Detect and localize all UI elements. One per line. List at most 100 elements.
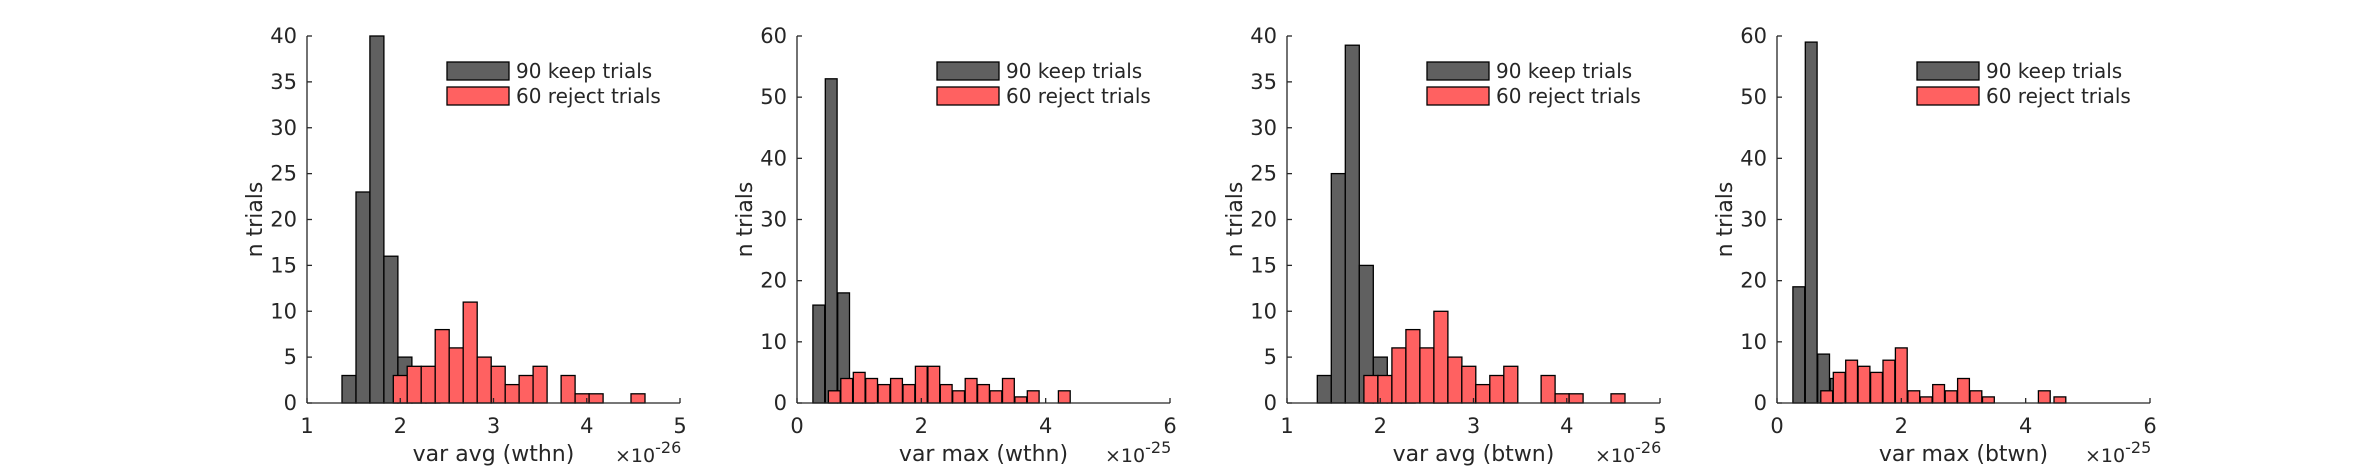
reject-bar-6 xyxy=(1882,359,1896,404)
reject-bar-15 xyxy=(2037,390,2051,404)
y-tick-label: 0 xyxy=(774,391,787,415)
y-tick-label: 0 xyxy=(1754,391,1767,415)
y-tick-label: 20 xyxy=(1740,269,1767,293)
reject-bar-14 xyxy=(1981,396,1995,404)
reject-bar-12 xyxy=(560,374,576,404)
x-tick-label: 4 xyxy=(1560,414,1573,438)
reject-bar-14 xyxy=(1568,393,1584,404)
y-tick-label: 10 xyxy=(760,330,787,354)
keep-bar-2 xyxy=(1330,172,1346,404)
reject-bar-8 xyxy=(490,365,506,404)
reject-bar-7 xyxy=(1447,356,1463,404)
x-tick-label: 4 xyxy=(580,414,593,438)
legend-label-2: 60 reject trials xyxy=(1006,84,1151,108)
reject-bar-6 xyxy=(1433,310,1449,404)
reject-bar-1 xyxy=(1820,390,1834,404)
y-tick-label: 15 xyxy=(270,253,297,277)
reject-bar-2 xyxy=(1832,371,1846,404)
x-tick-label: 3 xyxy=(487,414,500,438)
reject-bar-13 xyxy=(1969,390,1983,404)
legend-swatch-1 xyxy=(1916,61,1980,81)
reject-bar-3 xyxy=(420,365,436,404)
x-tick-label: 2 xyxy=(1374,414,1387,438)
reject-bar-5 xyxy=(448,347,464,404)
y-tick-label: 10 xyxy=(270,299,297,323)
x-tick-label: 1 xyxy=(300,414,313,438)
reject-bar-9 xyxy=(504,383,520,404)
x-tick-label: 2 xyxy=(915,414,928,438)
y-axis-label: n trials xyxy=(1713,182,1738,258)
reject-bar-7 xyxy=(902,383,916,404)
legend-swatch-2 xyxy=(1426,86,1490,106)
reject-bar-4 xyxy=(1857,365,1871,404)
y-tick-label: 50 xyxy=(760,85,787,109)
chart-panel-4: 0 10 20 30 40 50 60 0 2 4 6 var max (btwn) n trials ×… xyxy=(1713,24,2157,467)
reject-bar-14 xyxy=(989,390,1003,404)
reject-bar-3 xyxy=(852,371,866,404)
reject-bar-18 xyxy=(1057,390,1071,404)
reject-bar-4 xyxy=(865,377,879,404)
reject-bar-7 xyxy=(476,356,492,404)
reject-bar-12 xyxy=(964,377,978,404)
reject-bar-3 xyxy=(1391,347,1407,404)
reject-bar-11 xyxy=(1944,390,1958,404)
reject-bar-8 xyxy=(914,365,928,404)
reject-bar-5 xyxy=(1419,347,1435,404)
chart-panel-2: 0 10 20 30 40 50 60 0 2 4 6 var max (wthn) n trials ×… xyxy=(733,24,1177,467)
y-tick-label: 40 xyxy=(1740,146,1767,170)
y-axis-label: n trials xyxy=(733,182,758,258)
reject-bar-9 xyxy=(1919,396,1933,404)
legend-swatch-1 xyxy=(936,61,1000,81)
keep-bar-1 xyxy=(1316,374,1332,404)
legend-label-2: 60 reject trials xyxy=(1986,84,2131,108)
reject-bar-15 xyxy=(1001,377,1015,404)
y-tick-label: 25 xyxy=(270,162,297,186)
y-tick-label: 40 xyxy=(760,146,787,170)
reject-bar-16 xyxy=(1014,396,1028,404)
x-exponent-base: ×10 xyxy=(1105,445,1145,467)
keep-bar-2 xyxy=(824,78,838,404)
x-exponent-base: ×10 xyxy=(2085,445,2125,467)
reject-bar-11 xyxy=(532,365,548,404)
reject-bar-9 xyxy=(1475,383,1491,404)
y-tick-label: 5 xyxy=(1264,345,1277,369)
reject-bar-6 xyxy=(462,301,478,404)
x-tick-label: 1 xyxy=(1280,414,1293,438)
x-exponent-base: ×10 xyxy=(615,445,655,467)
legend-label-1: 90 keep trials xyxy=(1496,59,1632,83)
x-exponent-label: ×10-25 xyxy=(1105,438,1171,467)
legend-label-2: 60 reject trials xyxy=(516,84,661,108)
chart-panel-3: 0 5 10 15 20 25 30 35 40 1 2 3 4 5 var avg (btwn) n tri… xyxy=(1223,24,1667,467)
x-tick-label: 0 xyxy=(790,414,803,438)
y-tick-label: 20 xyxy=(1250,208,1277,232)
y-tick-label: 60 xyxy=(760,24,787,48)
y-axis-label: n trials xyxy=(1223,182,1248,258)
x-tick-label: 6 xyxy=(1163,414,1176,438)
x-axis-label: var avg (wthn) xyxy=(413,442,575,467)
reject-bar-17 xyxy=(1026,390,1040,404)
x-axis-label: var max (btwn) xyxy=(1879,442,2048,467)
y-tick-label: 0 xyxy=(1264,391,1277,415)
reject-bar-4 xyxy=(1405,328,1421,404)
y-tick-label: 25 xyxy=(1250,162,1277,186)
reject-bar-10 xyxy=(1932,383,1946,404)
legend-swatch-1 xyxy=(1426,61,1490,81)
legend-label-1: 90 keep trials xyxy=(516,59,652,83)
x-exponent-power: -25 xyxy=(1145,438,1171,457)
x-exponent-power: -26 xyxy=(655,438,681,457)
keep-bar-1 xyxy=(1792,286,1806,404)
x-tick-label: 3 xyxy=(1467,414,1480,438)
y-tick-label: 40 xyxy=(270,24,297,48)
x-exponent-label: ×10-26 xyxy=(615,438,681,467)
x-tick-label: 0 xyxy=(1770,414,1783,438)
x-axis-label: var max (wthn) xyxy=(899,442,1068,467)
reject-bar-8 xyxy=(1907,390,1921,404)
x-tick-label: 5 xyxy=(1653,414,1666,438)
reject-bar-14 xyxy=(588,393,604,404)
keep-bar-1 xyxy=(812,304,826,404)
reject-bar-3 xyxy=(1845,359,1859,404)
